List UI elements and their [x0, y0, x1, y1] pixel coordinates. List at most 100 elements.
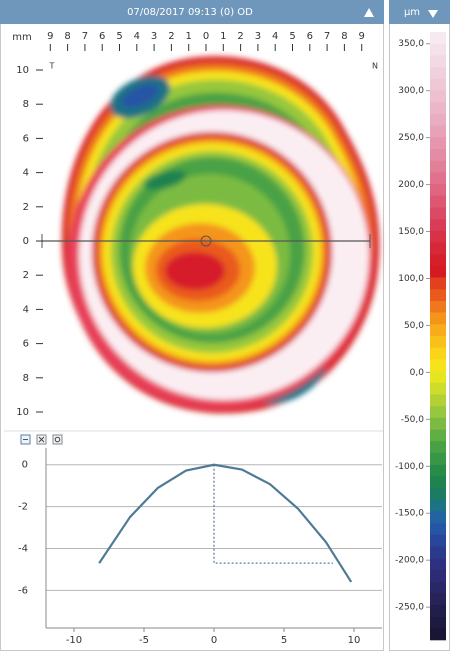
y-ruler-label: 4	[23, 168, 29, 179]
y-ruler-label: 8	[23, 373, 29, 384]
x-ruler-label: 6	[99, 31, 105, 42]
color-swatch	[430, 546, 446, 559]
color-swatch	[430, 43, 446, 56]
color-swatch	[430, 137, 446, 150]
x-tick-label: -5	[139, 635, 149, 646]
copy-button[interactable]	[52, 434, 63, 445]
x-ruler-label: 4	[134, 31, 140, 42]
colorbar-label: 150,0	[398, 227, 424, 237]
color-swatch	[430, 429, 446, 442]
header-bar	[0, 0, 384, 24]
toolbar	[20, 434, 63, 445]
colorbar-label: 350,0	[398, 39, 424, 49]
x-tick-label: 5	[281, 635, 287, 646]
x-tick-label: -10	[66, 635, 82, 646]
color-swatch	[430, 499, 446, 512]
y-ruler-label: 8	[23, 99, 29, 110]
color-swatch	[430, 476, 446, 489]
color-swatch	[430, 359, 446, 372]
y-tick-label: 0	[22, 460, 28, 471]
color-swatch	[430, 511, 446, 524]
color-swatch	[430, 67, 446, 80]
color-swatch	[430, 230, 446, 243]
y-ruler-label: 6	[23, 339, 29, 350]
colorbar-label: 200,0	[398, 180, 424, 190]
map-unit: mm	[12, 32, 31, 43]
color-swatch	[430, 184, 446, 196]
color-swatch	[430, 277, 446, 290]
color-swatch	[430, 102, 446, 115]
color-swatch	[430, 534, 446, 547]
color-swatch	[430, 558, 446, 571]
y-ruler-label: 0	[23, 236, 29, 247]
color-swatch	[430, 219, 446, 232]
color-swatch	[430, 371, 446, 384]
color-swatch	[430, 55, 446, 68]
unit-dropdown[interactable]	[428, 10, 438, 18]
color-swatch	[430, 347, 446, 360]
x-ruler-label: 2	[168, 31, 174, 42]
x-ruler-label: 5	[289, 31, 295, 42]
colorbar-label: -150,0	[395, 509, 424, 519]
y-tick-label: -6	[18, 585, 28, 596]
y-tick-label: -4	[18, 543, 28, 554]
color-swatch	[430, 125, 446, 138]
x-ruler-label: 1	[186, 31, 192, 42]
x-ruler-label: 7	[324, 31, 330, 42]
y-ruler-label: 10	[16, 65, 29, 76]
guide-line	[213, 464, 333, 564]
collapse-button[interactable]	[364, 8, 374, 17]
x-tick-label: 0	[211, 635, 217, 646]
x-ruler-label: 9	[359, 31, 365, 42]
colorbar-label: 0,0	[410, 368, 425, 378]
color-swatch	[430, 207, 446, 220]
color-swatch	[430, 113, 446, 126]
y-ruler-label: 10	[16, 407, 29, 418]
y-tick-label: -2	[18, 502, 28, 513]
color-swatch	[430, 336, 446, 348]
apex-marker	[200, 235, 212, 247]
y-ruler-label: 6	[23, 133, 29, 144]
x-ruler-label: 2	[237, 31, 243, 42]
x-ruler-label: 9	[47, 31, 53, 42]
color-swatch	[430, 78, 446, 91]
color-swatch	[430, 581, 446, 594]
x-ruler-label: 1	[220, 31, 226, 42]
color-swatch	[430, 324, 446, 337]
color-swatch	[430, 195, 446, 208]
color-swatch	[430, 172, 446, 185]
color-swatch	[430, 628, 446, 641]
colorbar-label: -200,0	[395, 556, 424, 566]
colorbar-label: -100,0	[395, 462, 424, 472]
color-swatch	[430, 406, 446, 419]
topography-map	[61, 56, 380, 414]
color-swatch	[430, 616, 446, 629]
color-swatch	[430, 593, 446, 606]
nasal-label: N	[372, 62, 378, 71]
color-swatch	[430, 289, 446, 302]
color-swatch	[430, 160, 446, 173]
color-swatch	[430, 523, 446, 536]
color-swatch	[430, 242, 446, 255]
y-ruler-label: 2	[23, 270, 29, 281]
y-ruler-label: 2	[23, 202, 29, 213]
x-ruler-label: 8	[64, 31, 70, 42]
color-swatch	[430, 394, 446, 407]
x-ruler-label: 7	[82, 31, 88, 42]
color-swatch	[430, 569, 446, 582]
x-ruler-label: 5	[116, 31, 122, 42]
color-swatch	[430, 254, 446, 267]
color-swatch	[430, 265, 446, 278]
color-swatch	[430, 382, 446, 395]
x-tick-label: 10	[348, 635, 361, 646]
x-ruler-label: 3	[255, 31, 261, 42]
color-swatch	[430, 488, 446, 500]
color-swatch	[430, 148, 446, 161]
x-ruler-label: 6	[307, 31, 313, 42]
x-ruler-label: 0	[203, 31, 209, 42]
x-ruler-label: 8	[341, 31, 347, 42]
color-swatch	[430, 312, 446, 325]
profile-line	[98, 463, 353, 583]
color-swatch	[430, 300, 446, 313]
